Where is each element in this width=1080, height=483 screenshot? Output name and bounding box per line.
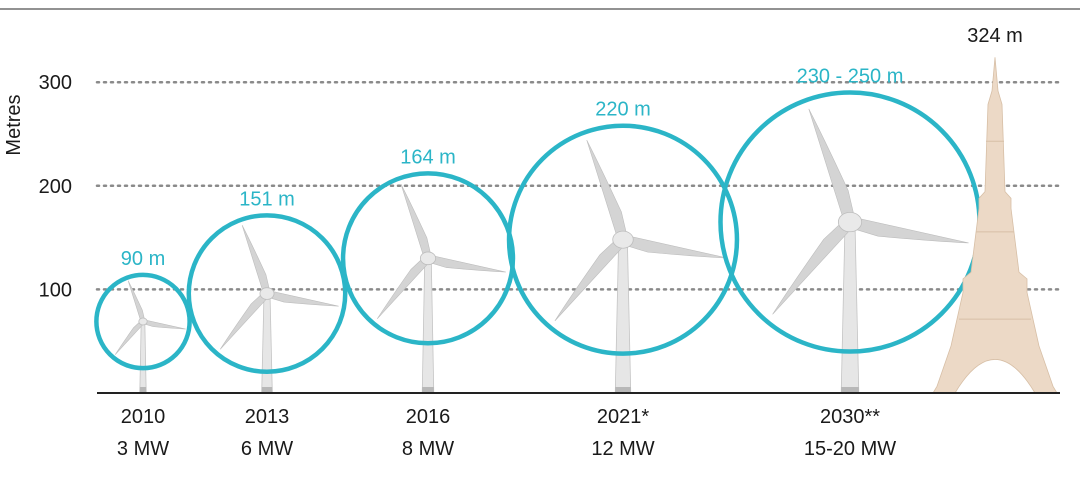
turbine-tower-base xyxy=(261,387,273,393)
turbines: 90 m 2010 3 MW 151 m 2013 6 MW 164 m 2016 8 MW 22… xyxy=(94,66,982,460)
rotor-diameter-label: 90 m xyxy=(121,248,165,270)
turbine-tower xyxy=(261,293,273,394)
rotor-circle xyxy=(506,123,740,356)
turbine-blade xyxy=(127,280,146,323)
turbine-tower xyxy=(840,221,860,394)
turbine-blade xyxy=(142,319,186,330)
rotor-diameter-label: 164 m xyxy=(400,146,456,168)
turbine-tower xyxy=(139,321,147,394)
year-label: 2021* xyxy=(597,406,649,428)
turbine-blade xyxy=(376,255,432,320)
eiffel-tower-silhouette xyxy=(932,57,1058,394)
capacity-label: 12 MW xyxy=(591,438,654,460)
turbine-2013: 151 m 2013 6 MW xyxy=(186,188,348,460)
turbine-2016: 164 m 2016 8 MW xyxy=(340,146,516,460)
y-tick-label: 100 xyxy=(39,279,72,301)
year-label: 2010 xyxy=(121,406,166,428)
y-axis-label: Metres xyxy=(3,94,25,155)
turbine-blade xyxy=(114,319,145,355)
turbine-blade xyxy=(808,108,856,225)
turbine-tower-base xyxy=(615,387,631,393)
rotor-circle xyxy=(94,272,192,371)
y-tick-label: 300 xyxy=(39,72,72,94)
turbine-tower xyxy=(614,239,632,394)
y-axis: 100 200 300 xyxy=(39,72,72,301)
capacity-label: 8 MW xyxy=(402,438,454,460)
turbine-blade xyxy=(848,216,969,244)
capacity-label: 15-20 MW xyxy=(804,438,896,460)
turbine-blade xyxy=(772,218,855,315)
turbine-2030: 230 - 250 m 2030** 15-20 MW xyxy=(718,66,982,460)
turbine-blade xyxy=(554,236,628,322)
rotor-circle xyxy=(340,171,516,346)
turbine-blade xyxy=(427,254,506,273)
turbine-blade xyxy=(586,139,628,242)
year-label: 2016 xyxy=(406,406,451,428)
rotor-diameter-label: 230 - 250 m xyxy=(797,66,904,88)
turbine-blade xyxy=(219,291,270,350)
turbine-hub xyxy=(419,251,437,266)
turbine-2010: 90 m 2010 3 MW xyxy=(94,248,192,460)
turbine-hub xyxy=(259,287,275,300)
capacity-label: 3 MW xyxy=(117,438,169,460)
year-label: 2030** xyxy=(820,406,880,428)
eiffel-height-label: 324 m xyxy=(967,25,1023,47)
turbine-hub xyxy=(138,317,148,326)
turbine-hub xyxy=(837,211,863,233)
rotor-diameter-label: 220 m xyxy=(595,99,651,121)
turbine-blade xyxy=(266,289,339,307)
eiffel-tower-icon: 324 m xyxy=(932,25,1058,394)
year-label: 2013 xyxy=(245,406,290,428)
turbine-blade xyxy=(621,234,728,259)
turbine-tower-base xyxy=(841,387,859,393)
turbine-tower-base xyxy=(139,387,147,393)
rotor-circle xyxy=(186,213,348,375)
rotor-diameter-label: 151 m xyxy=(239,188,295,210)
turbine-2021: 220 m 2021* 12 MW xyxy=(506,99,740,460)
turbine-tower xyxy=(421,257,435,394)
turbine-blade xyxy=(241,225,271,296)
y-tick-label: 200 xyxy=(39,176,72,198)
turbine-hub xyxy=(612,230,634,249)
turbine-tower-base xyxy=(422,387,434,393)
capacity-label: 6 MW xyxy=(241,438,293,460)
turbine-blade xyxy=(400,183,432,260)
